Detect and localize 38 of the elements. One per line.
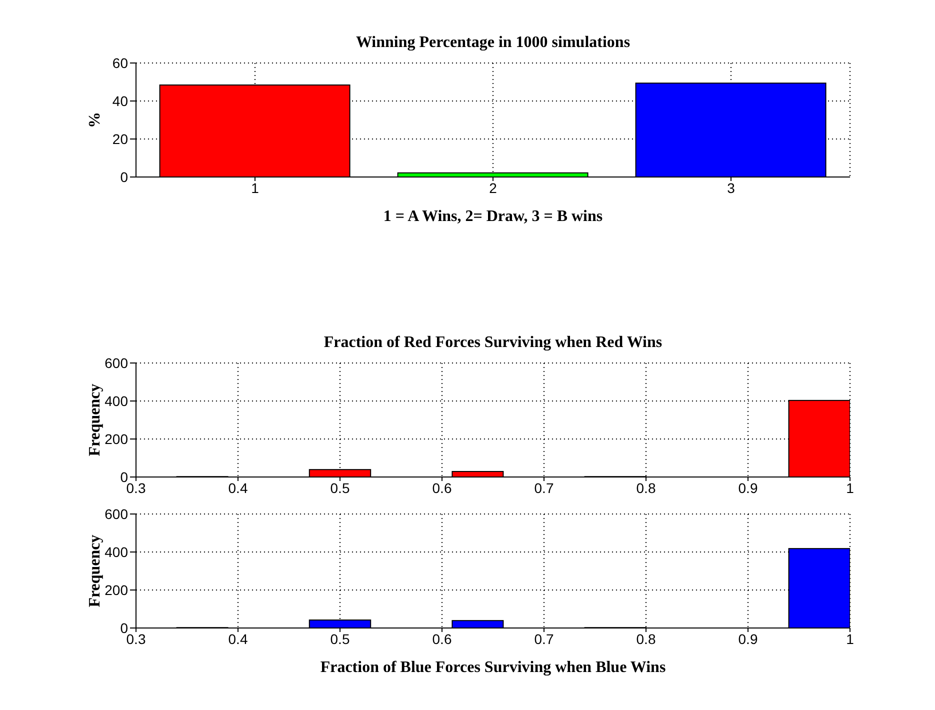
y-tick-label: 600 [104, 354, 128, 371]
x-tick-label: 0.7 [534, 630, 554, 647]
x-tick-label: 0.3 [126, 480, 146, 496]
x-tick-label: 0.9 [738, 480, 758, 496]
y-tick-label: 200 [104, 430, 128, 447]
x-tick-label: 1 [846, 480, 854, 496]
x-tick-label: 1 [251, 180, 260, 196]
x-tick-label: 0.6 [432, 480, 452, 496]
x-tick-label: 0.5 [330, 480, 350, 496]
x-axis-title: Fraction of Blue Forces Surviving when Blue Wins [320, 659, 666, 676]
y-tick-label: 200 [104, 582, 128, 598]
x-tick-label: 0.4 [228, 630, 248, 647]
y-tick-label: 0 [120, 168, 128, 185]
x-tick-label: 2 [489, 180, 498, 196]
x-tick-label: 0.5 [330, 630, 350, 647]
chart-title: Winning Percentage in 1000 simulations [354, 34, 632, 52]
x-tick-label: 0.8 [636, 630, 656, 647]
y-tick-label: 40 [112, 92, 128, 109]
y-tick-label: 0 [120, 468, 128, 485]
x-axis-title: 1 = A Wins, 2= Draw, 3 = B wins [383, 208, 603, 225]
y-tick-label: 600 [104, 506, 128, 522]
chart-title: Fraction of Red Forces Surviving when Red Wins [322, 334, 664, 352]
y-tick-label: 20 [112, 130, 128, 147]
y-tick-label: 0 [120, 620, 128, 636]
y-tick-label: 400 [104, 392, 128, 409]
x-tick-label: 0.4 [228, 480, 248, 496]
x-tick-label: 0.8 [636, 480, 656, 496]
y-axis-title: Frequency [86, 534, 104, 608]
x-tick-label: 1 [846, 630, 854, 647]
y-tick-label: 60 [112, 54, 128, 71]
x-tick-label: 0.9 [738, 630, 758, 647]
x-tick-label: 0.7 [534, 480, 554, 496]
x-tick-label: 0.3 [126, 630, 146, 647]
x-tick-label: 0.6 [432, 630, 452, 647]
y-axis-title: Frequency [86, 384, 104, 456]
y-axis-title: % [86, 112, 104, 128]
x-tick-label: 3 [727, 180, 736, 196]
y-tick-label: 400 [104, 544, 128, 560]
